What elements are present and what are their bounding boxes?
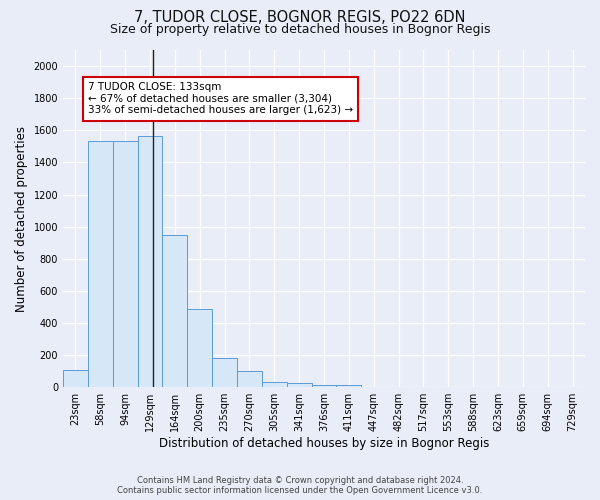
Bar xyxy=(88,140,113,387)
Bar xyxy=(113,140,137,387)
Bar xyxy=(187,308,212,387)
Bar xyxy=(163,234,187,387)
X-axis label: Distribution of detached houses by size in Bognor Regis: Distribution of detached houses by size … xyxy=(159,437,489,450)
Bar xyxy=(287,383,311,387)
Text: 7 TUDOR CLOSE: 133sqm
← 67% of detached houses are smaller (3,304)
33% of semi-d: 7 TUDOR CLOSE: 133sqm ← 67% of detached … xyxy=(88,82,353,116)
Bar xyxy=(262,382,287,387)
Text: 7, TUDOR CLOSE, BOGNOR REGIS, PO22 6DN: 7, TUDOR CLOSE, BOGNOR REGIS, PO22 6DN xyxy=(134,10,466,25)
Bar xyxy=(237,371,262,387)
Bar xyxy=(63,370,88,387)
Y-axis label: Number of detached properties: Number of detached properties xyxy=(15,126,28,312)
Bar xyxy=(311,385,337,387)
Bar xyxy=(212,358,237,387)
Bar xyxy=(137,136,163,387)
Bar xyxy=(337,385,361,387)
Text: Size of property relative to detached houses in Bognor Regis: Size of property relative to detached ho… xyxy=(110,22,490,36)
Text: Contains HM Land Registry data © Crown copyright and database right 2024.
Contai: Contains HM Land Registry data © Crown c… xyxy=(118,476,482,495)
